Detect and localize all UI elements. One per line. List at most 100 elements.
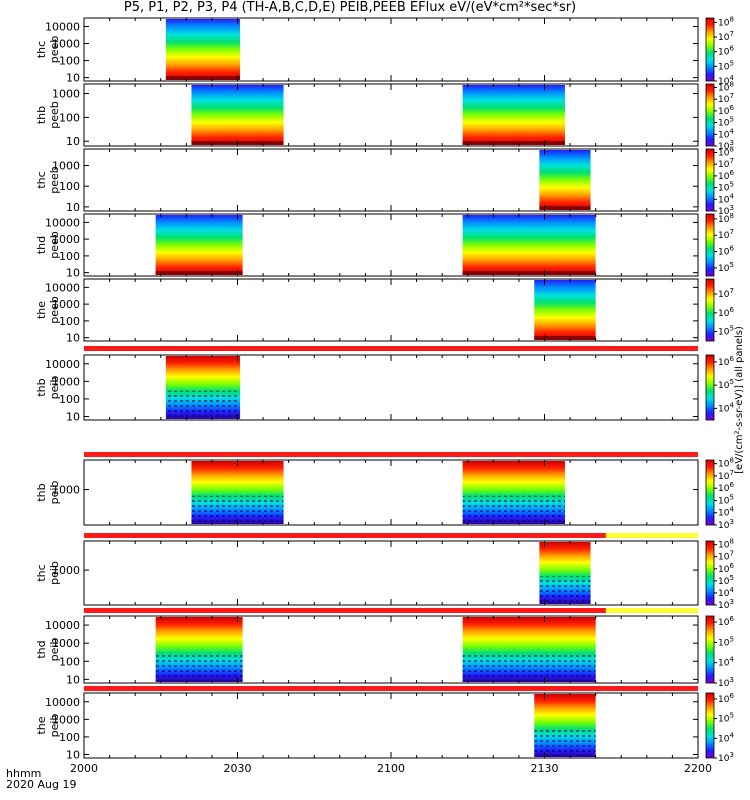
x-tick-label: 2100	[377, 762, 405, 775]
panel-probe-label: the	[35, 301, 48, 319]
colorbar-tick-label: 106	[718, 481, 734, 494]
y-tick-label: 100	[59, 655, 80, 668]
y-tick-label: 1000	[52, 713, 80, 726]
colorbar-tick-label: 107	[718, 30, 734, 43]
state-bar-red	[84, 346, 698, 351]
y-tick-label: 100	[59, 250, 80, 263]
colorbar-tick-label: 105	[718, 325, 734, 338]
colorbar-tick-label: 106	[718, 615, 734, 628]
y-tick-label: 1000	[52, 38, 80, 51]
panel-product-label: peeb	[48, 101, 61, 129]
panel-9-thd-peib: 10000 1000 100 10 thd peib 106 105 104 103	[35, 615, 734, 689]
colorbar-units-label: [eV/(cm²-s-sr-eV)] (all panels)	[734, 326, 745, 474]
panel-plot-area	[84, 541, 698, 605]
colorbar-tick-label: 106	[718, 562, 734, 575]
y-tick-label: 1000	[52, 375, 80, 388]
panel-plot-area	[84, 84, 698, 146]
colorbar-tick-label: 103	[718, 676, 734, 689]
colorbar-tick-label: 108	[718, 457, 734, 470]
y-tick-label: 1000	[52, 233, 80, 246]
colorbar-scale	[705, 148, 715, 212]
colorbar-tick-label: 104	[718, 656, 734, 669]
colorbar-scale	[705, 615, 715, 684]
colorbar-scale	[705, 354, 715, 421]
panel-product-label: peib	[48, 714, 61, 738]
spectrogram-floor	[165, 76, 241, 80]
colorbar: 106 105 104 103	[705, 615, 734, 689]
spectrogram-floor	[155, 271, 243, 275]
y-tick-label: 100	[59, 731, 80, 744]
colorbar-tick-label: 103	[718, 598, 734, 611]
spectrogram-noise	[155, 652, 243, 681]
colorbar-tick-label: 104	[718, 401, 734, 414]
y-tick-label: 10	[66, 135, 80, 148]
colorbar-tick-label: 105	[718, 378, 734, 391]
y-tick-label: 100	[59, 111, 80, 124]
colorbar-tick-label: 103	[718, 751, 734, 764]
spectrogram-noise	[539, 576, 591, 604]
colorbar: 107 106 105	[705, 278, 734, 342]
x-tick-label: 2000	[70, 762, 98, 775]
y-tick-label: 1000	[52, 160, 80, 173]
y-tick-label: 10000	[45, 619, 80, 632]
y-tick-label: 10000	[45, 696, 80, 709]
spectrogram-block	[462, 215, 596, 275]
state-bar-5	[84, 686, 698, 691]
colorbar-scale	[705, 17, 715, 82]
y-tick-label: 10	[66, 673, 80, 686]
spectrogram-block	[539, 150, 591, 210]
colorbar-tick-label: 106	[718, 355, 734, 368]
spectrogram-block	[155, 215, 243, 275]
panel-probe-label: the	[35, 716, 48, 734]
state-bar-red	[84, 686, 698, 691]
colorbar: 106 105 104 103	[705, 692, 734, 764]
panel-product-label: peeb	[48, 166, 61, 194]
y-tick-label: 100	[59, 393, 80, 406]
panel-plot-area	[84, 149, 698, 211]
spectrogram-block	[534, 280, 596, 340]
state-bar-3	[84, 533, 698, 538]
y-tick-label: 100	[59, 55, 80, 68]
date-label: 2020 Aug 19	[6, 778, 77, 791]
state-bar-1	[84, 346, 698, 351]
colorbar-tick-label: 104	[718, 586, 734, 599]
colorbar-scale	[705, 83, 715, 147]
colorbar-tick-label: 107	[718, 469, 734, 482]
colorbar-tick-label: 105	[718, 493, 734, 506]
y-tick-label: 10	[66, 332, 80, 345]
chart-title: P5, P1, P2, P3, P4 (TH-A,B,C,D,E) PEIB,P…	[123, 0, 577, 15]
colorbar-scale	[705, 278, 715, 342]
colorbar-tick-label: 106	[718, 306, 734, 319]
x-tick-label: 2130	[531, 762, 559, 775]
state-bar-yellow	[605, 608, 698, 613]
colorbar-tick-label: 103	[718, 518, 734, 531]
y-tick-label: 100	[59, 315, 80, 328]
colorbar-tick-label: 108	[718, 538, 734, 551]
spectrogram-floor	[534, 336, 596, 340]
y-tick-label: 1000	[52, 88, 80, 101]
y-tick-label: 100	[59, 180, 80, 193]
state-bar-red	[84, 533, 606, 538]
panel-product-label: peeb	[48, 231, 61, 259]
colorbar-tick-label: 106	[718, 692, 734, 705]
colorbar-scale	[705, 692, 715, 759]
y-tick-label: 10	[66, 201, 80, 214]
colorbar-tick-label: 105	[718, 635, 734, 648]
state-bar-red	[84, 452, 698, 457]
spectrogram-noise	[534, 728, 596, 757]
colorbar-tick-label: 104	[718, 506, 734, 519]
spectrogram-floor	[462, 141, 565, 145]
y-tick-label: 10000	[45, 216, 80, 229]
